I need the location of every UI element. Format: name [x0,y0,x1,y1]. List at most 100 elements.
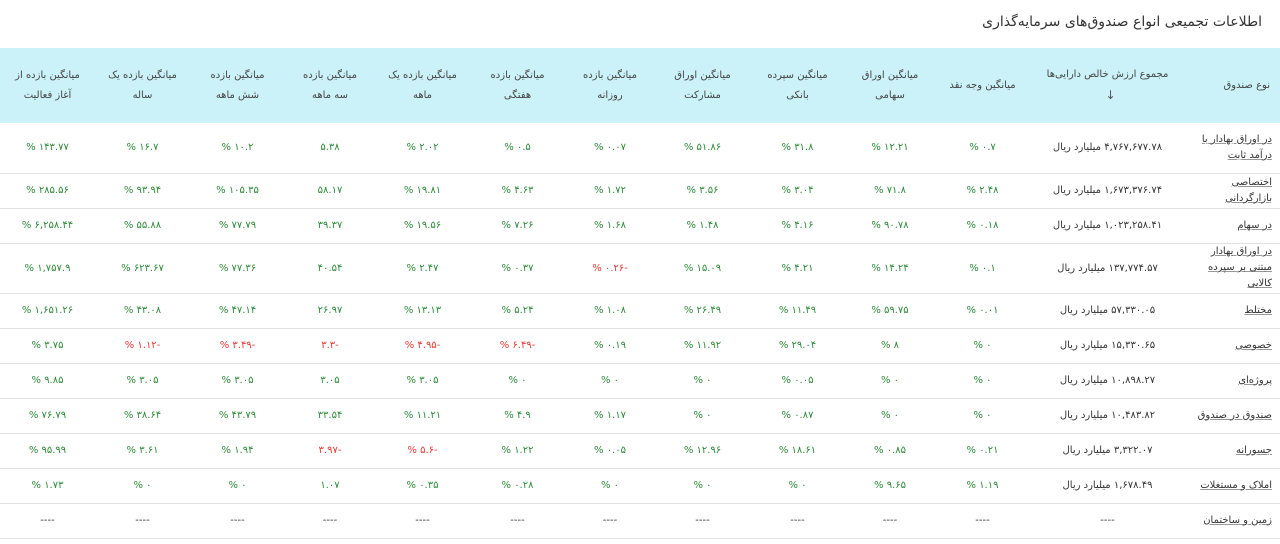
cell: ۱۱.۴۹ % [750,293,845,329]
cell: ۴۷.۱۴ % [190,293,285,329]
cell: ۳۳.۵۴ [285,398,375,434]
cell: ۲۶.۴۹ % [655,293,750,329]
cell: ۱.۷۳ % [0,468,95,504]
column-header-text: میانگین بازده شش ماهه [210,69,265,101]
cell: ---- [190,503,285,539]
column-header: میانگین اوراق مشارکت [655,48,750,123]
cell: ۳.۰۵ % [375,363,470,399]
cell: ۳.۶۱ % [95,433,190,469]
cell: ۰.۸۷ % [750,398,845,434]
cell: ۵.۲۴ % [470,293,565,329]
fund-type-link[interactable]: زمین و ساختمان [1185,503,1280,539]
cell: ۰ % [95,468,190,504]
cell: ۱.۹۴ % [190,433,285,469]
cell: -۵.۶ % [375,433,470,469]
cell: ---- [285,503,375,539]
cell: ۵۱.۸۶ % [655,123,750,174]
cell: ۰.۱۸ % [935,208,1030,244]
column-header-text: نوع صندوق [1223,79,1270,91]
cell: ۹۰.۷۸ % [845,208,935,244]
cell: ۷۱.۸ % [845,173,935,209]
cell: ---- [95,503,190,539]
table-row: در سهام ۱,۰۲۳,۲۵۸.۴۱ میلیارد ریال ۰.۱۸ % ۹۰… [0,208,1280,244]
cell: ۴.۱۶ % [750,208,845,244]
cell: ---- [375,503,470,539]
cell: ۰ % [190,468,285,504]
cell: ۰ % [655,363,750,399]
fund-type-link[interactable]: صندوق در صندوق [1185,398,1280,434]
cell: ۹۳.۹۴ % [95,173,190,209]
cell: ۰ % [935,398,1030,434]
cell: -۰.۲۶ % [565,243,655,294]
table-body: در اوراق بهادار با درآمد ثابت ۴,۷۶۷,۶۷۷.۷… [0,123,1280,539]
cell: ---- [1030,503,1185,539]
funds-table: نوع صندوق مجموع ارزش خالص دارایی‌ها ↓ میانگ… [0,48,1280,539]
column-header[interactable]: مجموع ارزش خالص دارایی‌ها ↓ [1030,48,1185,123]
fund-type-link[interactable]: پروژه‌ای [1185,363,1280,399]
column-header: میانگین اوراق سهامی [845,48,935,123]
cell: ۴.۲۱ % [750,243,845,294]
fund-type-link[interactable]: املاک و مستغلات [1185,468,1280,504]
cell: ۷۷.۷۹ % [190,208,285,244]
header-row: نوع صندوق مجموع ارزش خالص دارایی‌ها ↓ میانگ… [0,48,1280,123]
cell: ۵۷,۳۳۰.۰۵ میلیارد ریال [1030,293,1185,329]
cell: ۱۹.۸۱ % [375,173,470,209]
cell: ۰.۱ % [935,243,1030,294]
cell: ۰.۵ % [470,123,565,174]
cell: ۷۷.۳۶ % [190,243,285,294]
cell: ۶,۲۵۸.۴۴ % [0,208,95,244]
cell: -۴.۹۵ % [375,328,470,364]
column-header-text: میانگین بازده روزانه [583,69,637,101]
cell: ۰ % [845,363,935,399]
column-header: نوع صندوق [1185,48,1280,123]
cell: ۱۱.۲۱ % [375,398,470,434]
column-header: میانگین بازده هفتگی [470,48,565,123]
cell: ---- [565,503,655,539]
cell: ۱.۰۸ % [565,293,655,329]
fund-type-link[interactable]: جسورانه [1185,433,1280,469]
cell: ۱.۲۲ % [470,433,565,469]
cell: ۵۸.۱۷ [285,173,375,209]
cell: ---- [0,503,95,539]
column-header: میانگین بازده سه ماهه [285,48,375,123]
cell: ۰.۰۱ % [935,293,1030,329]
column-header-text: میانگین اوراق سهامی [861,69,919,101]
fund-type-link[interactable]: مختلط [1185,293,1280,329]
cell: ۱,۷۵۷.۹ % [0,243,95,294]
fund-type-link[interactable]: در سهام [1185,208,1280,244]
cell: ---- [845,503,935,539]
fund-type-link[interactable]: در اوراق بهادار با درآمد ثابت [1185,123,1280,174]
table-row: در اوراق بهادار با درآمد ثابت ۴,۷۶۷,۶۷۷.۷… [0,123,1280,174]
cell: ۴۳.۰۸ % [95,293,190,329]
cell: ۱۴.۲۴ % [845,243,935,294]
cell: ۹.۸۵ % [0,363,95,399]
table-row: مختلط ۵۷,۳۳۰.۰۵ میلیارد ریال ۰.۰۱ % ۵۹.۷۵ %… [0,293,1280,329]
cell: ۱۶.۷ % [95,123,190,174]
fund-type-link[interactable]: اختصاصی بازارگردانی [1185,173,1280,209]
cell: ۰.۰۵ % [750,363,845,399]
cell: ۰.۸۵ % [845,433,935,469]
cell: ۰.۳۵ % [375,468,470,504]
cell: ۱۰۵.۳۵ % [190,173,285,209]
cell: ۱۵.۰۹ % [655,243,750,294]
table-row: پروژه‌ای ۱۰,۸۹۸.۲۷ میلیارد ریال ۰ % ۰ % ۰.۰۵… [0,363,1280,399]
column-header-text: میانگین بازده سه ماهه [303,69,357,101]
cell: ۱,۶۷۸.۴۹ میلیارد ریال [1030,468,1185,504]
cell: ۱.۱۷ % [565,398,655,434]
cell: ۰.۰۷ % [565,123,655,174]
cell: ۴.۶۳ % [470,173,565,209]
sort-arrow[interactable]: ↓ [1105,87,1116,102]
cell: ۱.۱۹ % [935,468,1030,504]
cell: ۰.۲۸ % [470,468,565,504]
cell: ۳.۰۵ % [95,363,190,399]
cell: ۱۳.۱۳ % [375,293,470,329]
column-header: میانگین وجه نقد [935,48,1030,123]
cell: ۳۱.۸ % [750,123,845,174]
cell: ---- [750,503,845,539]
fund-type-link[interactable]: خصوصی [1185,328,1280,364]
table-row: املاک و مستغلات ۱,۶۷۸.۴۹ میلیارد ریال ۱.۱۹… [0,468,1280,504]
fund-type-link[interactable]: در اوراق بهادار مبتنی بر سپرده کالایی [1185,243,1280,294]
cell: -۱.۱۲ % [95,328,190,364]
cell: ۳.۰۴ % [750,173,845,209]
